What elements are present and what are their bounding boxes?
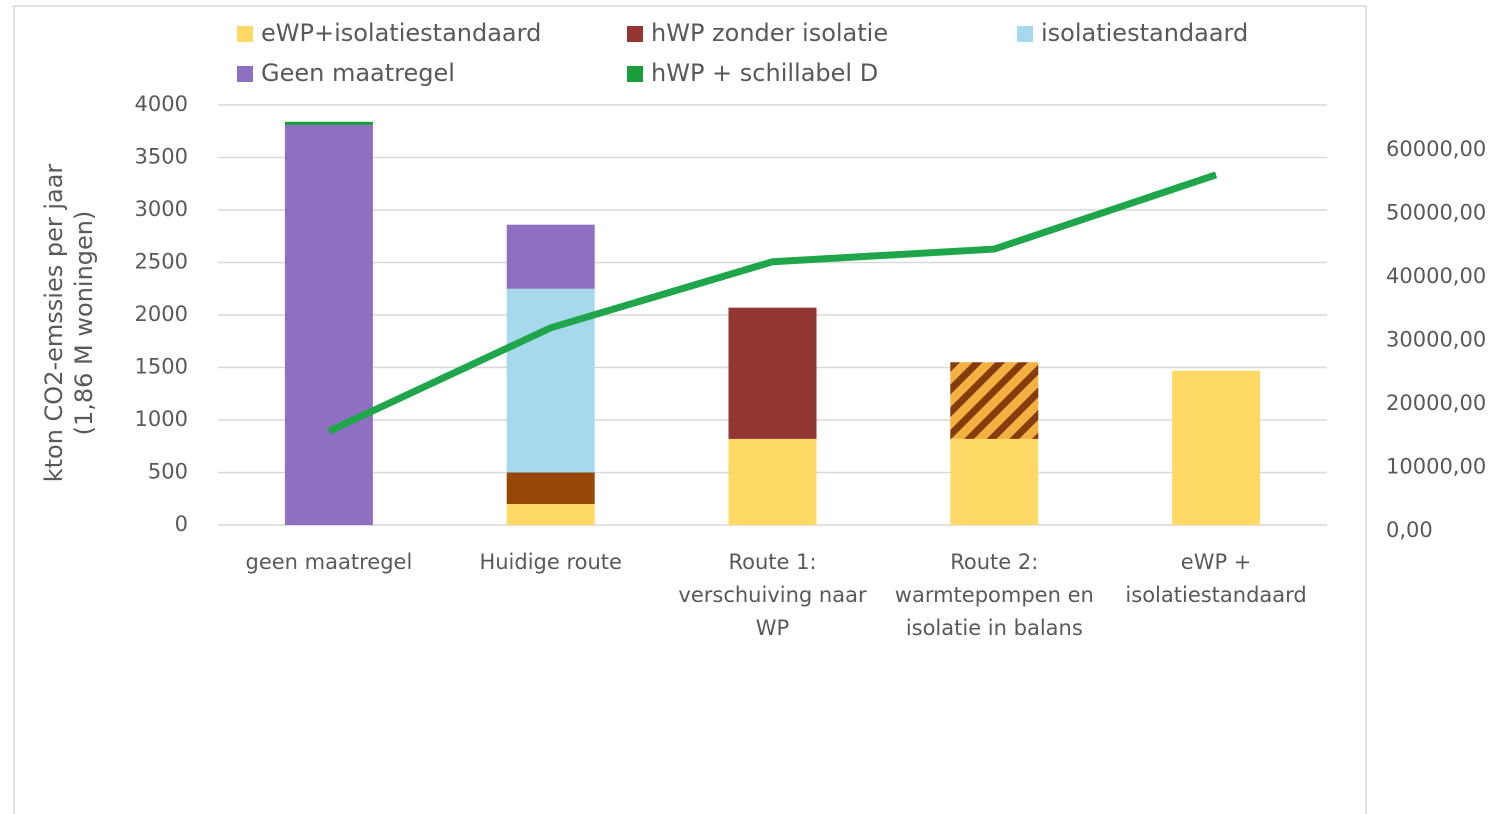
y-tick-label: 0 [175,512,188,536]
legend-swatch [627,66,643,82]
y2-tick-label: 60000,00 [1386,137,1486,161]
legend-label: isolatiestandaard [1041,19,1248,47]
legend-swatch [1017,26,1033,42]
x-tick-label: geen maatregel [246,550,413,574]
bar-segment [1172,370,1261,525]
legend-label: hWP zonder isolatie [651,19,888,47]
y-tick-label: 4000 [135,92,188,116]
legend-swatch [237,66,253,82]
x-tick-label: eWP + isolatiestandaard [1125,550,1306,607]
bar-segment [728,438,817,525]
x-tick-label: Route 2: warmtepompen en isolatie in balan… [895,550,1094,640]
y-tick-label: 2500 [135,250,188,274]
y-tick-label: 3500 [135,145,188,169]
bar-segment [950,438,1039,525]
y-tick-label: 2000 [135,302,188,326]
legend-swatch [237,26,253,42]
chart-frame [13,5,1367,814]
bar-segment [506,504,595,525]
y2-tick-label: 40000,00 [1386,264,1486,288]
y-axis-title: kton CO2-emssies per jaar(1,86 M woninge… [40,164,98,483]
bar-segment [728,307,817,439]
legend-label: Geen maatregel [261,59,455,87]
bar-segment [506,472,595,504]
y2-tick-label: 30000,00 [1386,328,1486,352]
y-tick-label: 1000 [135,407,188,431]
y2-tick-label: 50000,00 [1386,201,1486,225]
bar-segment [506,224,595,289]
y-tick-label: 500 [148,460,188,484]
legend-label: hWP + schillabel D [651,59,878,87]
x-tick-label: Huidige route [479,550,622,574]
y2-tick-label: 10000,00 [1386,455,1486,479]
bar-segment [284,121,373,125]
bar-segment [950,362,1039,439]
y-tick-label: 1500 [135,355,188,379]
line-series [327,171,1218,435]
legend-label: eWP+isolatiestandaard [261,19,541,47]
legend-swatch [627,26,643,42]
bar-segment [284,124,373,525]
y2-tick-label: 20000,00 [1386,391,1486,415]
y2-tick-label: 0,00 [1386,518,1433,542]
y-tick-label: 3000 [135,197,188,221]
x-tick-label: Route 1: verschuiving naar WP [678,550,867,640]
